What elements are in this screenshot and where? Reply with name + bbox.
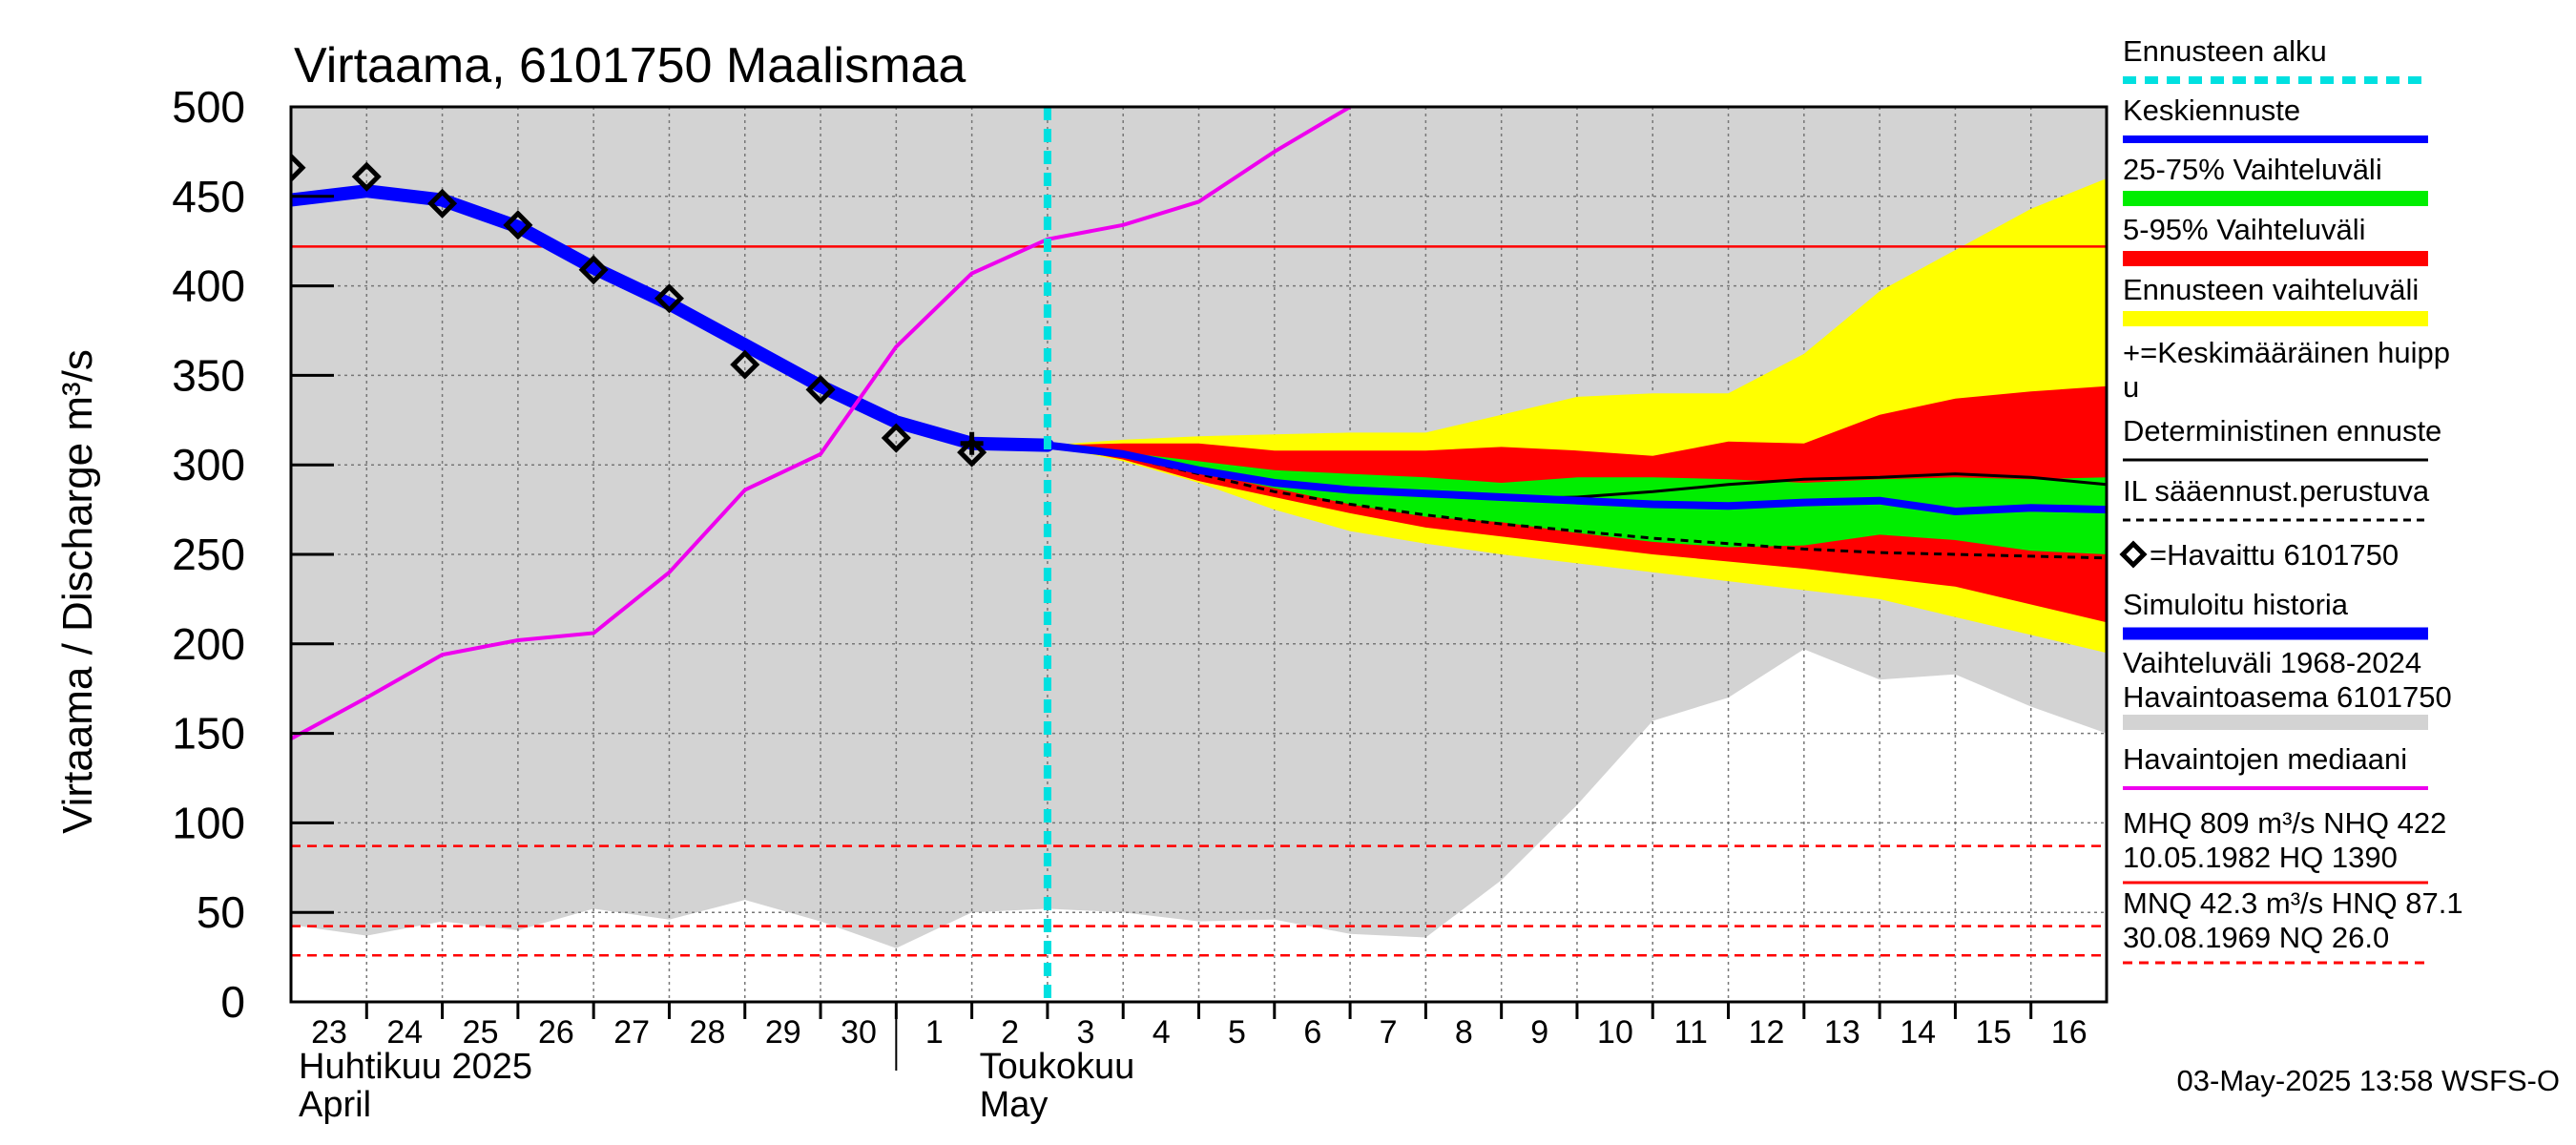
y-tick-label: 200 — [172, 619, 245, 669]
legend-label: 5-95% Vaihteluväli — [2123, 213, 2365, 246]
plot-clip-group — [291, 107, 2107, 1002]
x-tick-label: 24 — [386, 1014, 423, 1051]
x-tick-label: 29 — [765, 1014, 801, 1051]
x-tick-label: 30 — [841, 1014, 877, 1051]
legend-label: Deterministinen ennuste — [2123, 414, 2441, 448]
observed-point — [503, 210, 533, 240]
y-tick-label: 250 — [172, 530, 245, 579]
legend-label: Havaintojen mediaani — [2123, 742, 2407, 776]
y-tick-label: 350 — [172, 350, 245, 400]
observed-point — [427, 188, 458, 219]
legend-swatch-observed — [2119, 540, 2148, 569]
month-label-en: May — [980, 1085, 1049, 1125]
observed-point — [351, 161, 382, 192]
x-tick-label: 1 — [925, 1014, 944, 1051]
month-label-fi: Huhtikuu 2025 — [299, 1047, 532, 1087]
legend-label-line2: 30.08.1969 NQ 26.0 — [2123, 921, 2389, 954]
y-tick-label: 100 — [172, 798, 245, 847]
observed-point — [578, 255, 609, 285]
observed-point — [654, 283, 684, 314]
mean-peak-marker — [960, 431, 984, 455]
observed-point — [957, 437, 987, 468]
x-tick-label: 10 — [1597, 1014, 1633, 1051]
x-tick-label: 14 — [1900, 1014, 1936, 1051]
legend-label: +=Keskimääräinen huipp — [2123, 336, 2450, 369]
y-tick-label: 400 — [172, 261, 245, 311]
series-il-weather-forecast — [1047, 444, 2107, 560]
x-tick-label: 6 — [1303, 1014, 1321, 1051]
legend-swatch-5-95 — [2123, 251, 2428, 266]
legend: Ennusteen alku Keskiennuste 25-75% Vaihtel… — [2119, 34, 2463, 965]
legend-label-line2: u — [2123, 370, 2139, 404]
x-tick-label: 27 — [613, 1014, 650, 1051]
x-tick-label: 2 — [1001, 1014, 1019, 1051]
y-tick-label: 150 — [172, 709, 245, 759]
y-tick-label: 450 — [172, 172, 245, 221]
chart-title: Virtaama, 6101750 Maalismaa — [294, 38, 966, 94]
month-label-en: April — [299, 1085, 371, 1125]
y-tick-label: 0 — [220, 977, 245, 1027]
observed-point — [730, 349, 760, 380]
series-simulated-history — [291, 184, 1054, 452]
x-tick-label: 15 — [1976, 1014, 2012, 1051]
observed-point — [291, 153, 306, 183]
legend-label: Ennusteen alku — [2123, 34, 2327, 68]
month-label-fi: Toukokuu — [980, 1047, 1135, 1087]
legend-label: IL sääennust.perustuva — [2123, 474, 2430, 508]
legend-swatch-history-range — [2123, 715, 2428, 730]
y-tick-label: 50 — [197, 887, 245, 937]
x-tick-label: 12 — [1749, 1014, 1785, 1051]
series-mean-forecast — [1047, 441, 2107, 515]
x-tick-label: 3 — [1076, 1014, 1094, 1051]
y-tick-label: 300 — [172, 440, 245, 489]
timestamp-label: 03-May-2025 13:58 WSFS-O — [2177, 1064, 2560, 1097]
x-tick-label: 28 — [690, 1014, 726, 1051]
y-tick-label: 500 — [172, 82, 245, 132]
legend-label: MNQ 42.3 m³/s HNQ 87.1 — [2123, 886, 2463, 920]
x-tick-label: 4 — [1153, 1014, 1171, 1051]
x-tick-label: 13 — [1824, 1014, 1860, 1051]
x-tick-label: 9 — [1530, 1014, 1548, 1051]
y-axis-label: Virtaama / Discharge m³/s — [54, 349, 101, 834]
observed-point — [805, 374, 836, 405]
x-tick-label: 8 — [1455, 1014, 1473, 1051]
plot-area — [291, 107, 2107, 1002]
legend-swatch-25-75 — [2123, 191, 2428, 206]
legend-label: Simuloitu historia — [2123, 588, 2349, 621]
legend-label: Vaihteluväli 1968-2024 — [2123, 646, 2421, 679]
x-tick-label: 11 — [1674, 1014, 1708, 1051]
legend-label: Keskiennuste — [2123, 94, 2300, 127]
legend-swatch-forecast-range — [2123, 311, 2428, 326]
x-tick-label: 26 — [538, 1014, 574, 1051]
legend-label-line2: 10.05.1982 HQ 1390 — [2123, 841, 2398, 874]
observed-point — [881, 423, 911, 453]
x-tick-label: 7 — [1380, 1014, 1398, 1051]
legend-label-line2: Havaintoasema 6101750 — [2123, 680, 2452, 714]
legend-label: =Havaittu 6101750 — [2150, 538, 2399, 572]
series-observed-median — [291, 107, 1352, 740]
x-tick-label: 25 — [463, 1014, 499, 1051]
x-tick-label: 23 — [311, 1014, 347, 1051]
legend-label: MHQ 809 m³/s NHQ 422 — [2123, 806, 2446, 840]
legend-label: 25-75% Vaihteluväli — [2123, 153, 2382, 186]
history-range-band — [291, 107, 2107, 948]
legend-label: Ennusteen vaihteluväli — [2123, 273, 2419, 306]
x-tick-label: 5 — [1228, 1014, 1246, 1051]
x-tick-label: 16 — [2051, 1014, 2088, 1051]
